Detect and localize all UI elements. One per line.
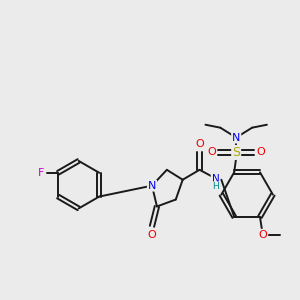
Text: O: O <box>256 148 265 158</box>
Text: H: H <box>212 182 219 191</box>
Text: N: N <box>148 181 156 191</box>
Text: O: O <box>195 139 204 149</box>
Text: O: O <box>259 230 267 240</box>
Text: N: N <box>212 174 219 184</box>
Text: O: O <box>148 230 156 240</box>
Text: N: N <box>232 133 240 142</box>
Text: F: F <box>38 168 44 178</box>
Text: S: S <box>232 146 240 159</box>
Text: O: O <box>207 148 216 158</box>
